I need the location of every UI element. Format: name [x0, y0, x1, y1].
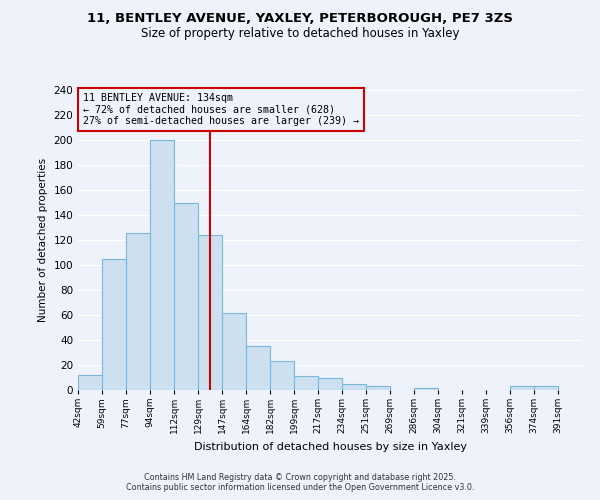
- Bar: [318, 378, 342, 390]
- Bar: [414, 388, 438, 390]
- X-axis label: Distribution of detached houses by size in Yaxley: Distribution of detached houses by size …: [193, 442, 467, 452]
- Bar: [174, 202, 198, 390]
- Y-axis label: Number of detached properties: Number of detached properties: [38, 158, 48, 322]
- Bar: [78, 375, 102, 390]
- Bar: [342, 384, 366, 390]
- Bar: [102, 259, 126, 390]
- Bar: [126, 232, 150, 390]
- Bar: [222, 312, 246, 390]
- Text: 11 BENTLEY AVENUE: 134sqm
← 72% of detached houses are smaller (628)
27% of semi: 11 BENTLEY AVENUE: 134sqm ← 72% of detac…: [83, 93, 359, 126]
- Bar: [246, 346, 270, 390]
- Bar: [510, 386, 534, 390]
- Text: Size of property relative to detached houses in Yaxley: Size of property relative to detached ho…: [141, 28, 459, 40]
- Bar: [270, 361, 294, 390]
- Bar: [198, 235, 222, 390]
- Text: 11, BENTLEY AVENUE, YAXLEY, PETERBOROUGH, PE7 3ZS: 11, BENTLEY AVENUE, YAXLEY, PETERBOROUGH…: [87, 12, 513, 26]
- Bar: [366, 386, 390, 390]
- Bar: [150, 140, 174, 390]
- Text: Contains HM Land Registry data © Crown copyright and database right 2025.
Contai: Contains HM Land Registry data © Crown c…: [126, 473, 474, 492]
- Bar: [294, 376, 318, 390]
- Bar: [534, 386, 558, 390]
